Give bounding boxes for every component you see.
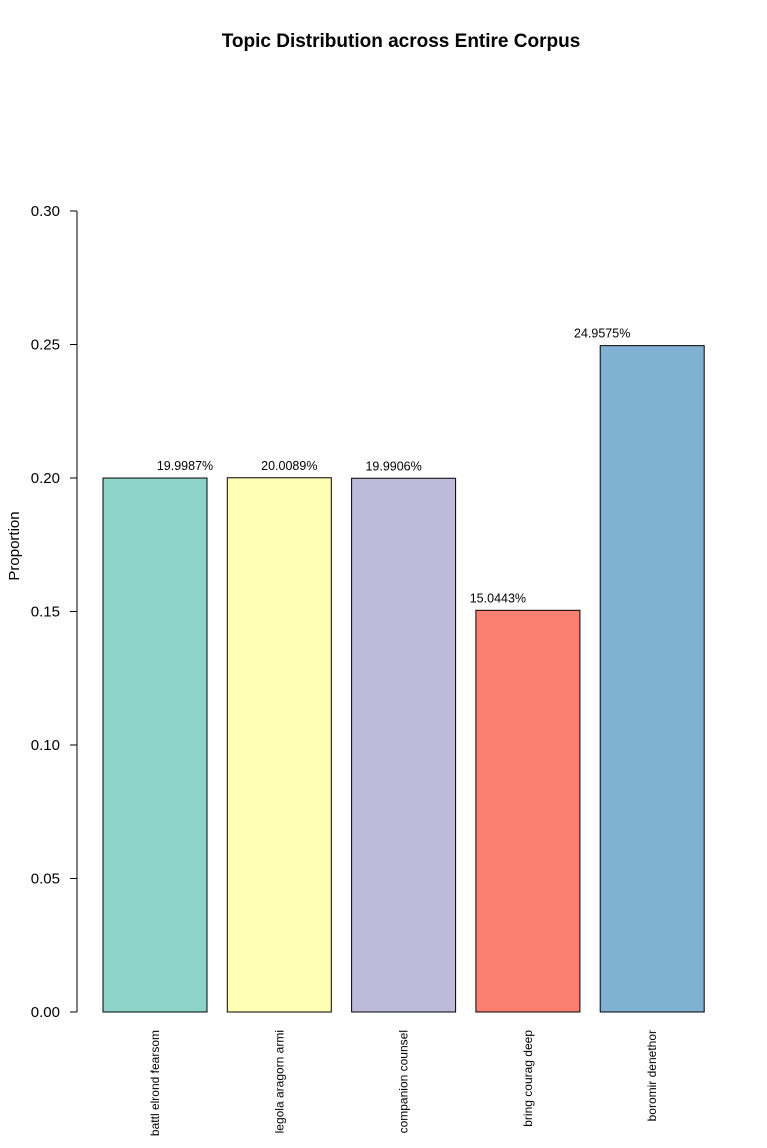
category-label: bring courag deep xyxy=(521,1030,535,1127)
y-tick-label: 0.30 xyxy=(31,203,60,220)
data-label: 24.9575% xyxy=(574,327,630,341)
bar xyxy=(475,609,581,1013)
y-tick-label: 0.10 xyxy=(31,737,60,754)
y-axis: 0.00 0.05 0.10 0.15 0.20 0.25 0.30 xyxy=(31,203,78,1021)
y-axis-label: Proportion xyxy=(6,511,23,580)
y-tick-label: 0.05 xyxy=(31,871,60,888)
y-tick-label: 0.20 xyxy=(31,470,60,487)
bar xyxy=(102,477,208,1013)
data-label: 19.9906% xyxy=(365,459,421,473)
bars xyxy=(102,345,705,1013)
data-labels: 19.9987% 20.0089% 19.9906% 15.0443% 24.9575% xyxy=(157,327,631,606)
bar xyxy=(599,345,705,1013)
y-tick-label: 0.15 xyxy=(31,604,60,621)
bar xyxy=(226,477,332,1013)
category-label: companion counsel xyxy=(397,1030,411,1133)
bar xyxy=(351,477,457,1013)
data-label: 19.9987% xyxy=(157,459,213,473)
category-label: battl elrond fearsom xyxy=(148,1030,162,1136)
category-label: boromir denethor xyxy=(645,1030,659,1121)
chart-title: Topic Distribution across Entire Corpus xyxy=(222,31,581,52)
data-label: 15.0443% xyxy=(470,591,526,605)
y-tick-label: 0.00 xyxy=(31,1004,60,1021)
category-label: legola aragorn armi xyxy=(272,1030,286,1133)
category-labels: battl elrond fearsom legola aragorn armi c… xyxy=(148,1030,659,1136)
y-tick-label: 0.25 xyxy=(31,337,60,354)
data-label: 20.0089% xyxy=(261,459,317,473)
